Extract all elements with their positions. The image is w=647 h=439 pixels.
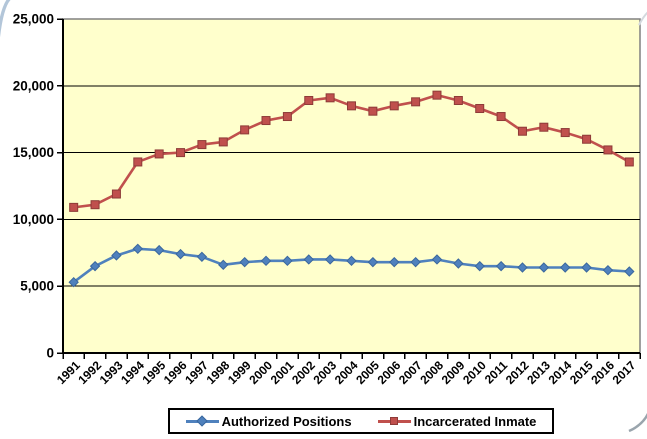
data-point-square <box>133 157 143 167</box>
data-point-square <box>325 93 335 103</box>
y-axis-tick-label: 20,000 <box>13 78 54 93</box>
data-point-square <box>603 145 613 155</box>
data-point-diamond <box>153 244 165 256</box>
data-point-diamond <box>624 266 635 277</box>
data-point-square <box>197 140 207 150</box>
y-axis-tick-label: 5,000 <box>20 279 54 294</box>
data-point-diamond <box>389 256 400 268</box>
data-point-square <box>389 101 399 111</box>
incarcerated-inmate-marker-icon <box>377 415 411 427</box>
data-point-square <box>111 189 121 199</box>
data-point-diamond <box>431 254 443 265</box>
data-point-square <box>582 134 592 144</box>
data-point-diamond <box>196 251 208 263</box>
data-point-square <box>90 200 100 210</box>
data-point-diamond <box>239 256 250 268</box>
y-axis-tick-label: 10,000 <box>13 212 54 227</box>
data-point-square <box>411 97 421 107</box>
data-point-square <box>304 95 314 105</box>
data-point-diamond <box>410 256 421 268</box>
data-point-diamond <box>89 260 101 272</box>
data-point-square <box>539 122 549 132</box>
data-point-square <box>218 137 228 147</box>
data-point-diamond <box>453 258 464 269</box>
data-point-square <box>432 90 442 100</box>
data-point-square <box>560 128 570 138</box>
data-point-diamond <box>175 248 186 260</box>
x-axis-tick-label: 2017 <box>610 358 639 387</box>
legend: Authorized Positions Incarcerated Inmate <box>168 408 554 434</box>
data-point-square <box>517 126 527 136</box>
data-point-diamond <box>517 262 528 273</box>
legend-label-incarcerated-inmate: Incarcerated Inmate <box>413 413 537 429</box>
legend-item-authorized-positions: Authorized Positions <box>185 413 352 429</box>
authorized-positions-marker-icon <box>185 415 219 427</box>
y-axis-tick-label: 25,000 <box>13 12 54 27</box>
data-point-diamond <box>282 255 293 267</box>
data-point-diamond <box>559 262 571 273</box>
data-point-diamond <box>260 255 272 267</box>
plot-area <box>62 18 641 354</box>
data-point-diamond <box>474 260 485 272</box>
y-axis-tick-label: 0 <box>46 346 54 361</box>
data-point-diamond <box>602 264 614 276</box>
data-point-diamond <box>495 260 507 272</box>
data-point-diamond <box>324 254 336 265</box>
legend-label-authorized-positions: Authorized Positions <box>221 413 352 429</box>
data-point-square <box>453 95 463 105</box>
data-point-square <box>176 148 186 158</box>
data-point-square <box>368 106 378 116</box>
data-point-square <box>154 149 164 159</box>
data-point-diamond <box>581 262 592 273</box>
data-point-square <box>240 125 250 135</box>
y-axis-tick-label: 15,000 <box>13 145 54 160</box>
data-point-square <box>261 116 271 126</box>
data-point-square <box>624 157 634 167</box>
legend-item-incarcerated-inmate: Incarcerated Inmate <box>377 413 537 429</box>
data-point-diamond <box>346 255 357 267</box>
data-point-diamond <box>303 254 314 265</box>
data-point-square <box>282 112 292 122</box>
data-point-diamond <box>68 276 79 288</box>
data-point-diamond <box>132 243 144 254</box>
data-point-square <box>69 202 79 212</box>
data-point-diamond <box>111 250 122 261</box>
data-point-square <box>475 104 485 114</box>
x-axis-tick-label: 2011 <box>482 358 511 387</box>
data-point-square <box>347 101 356 111</box>
data-point-diamond <box>367 256 379 268</box>
data-point-square <box>496 112 506 122</box>
data-point-diamond <box>538 262 550 273</box>
data-point-diamond <box>218 259 229 271</box>
